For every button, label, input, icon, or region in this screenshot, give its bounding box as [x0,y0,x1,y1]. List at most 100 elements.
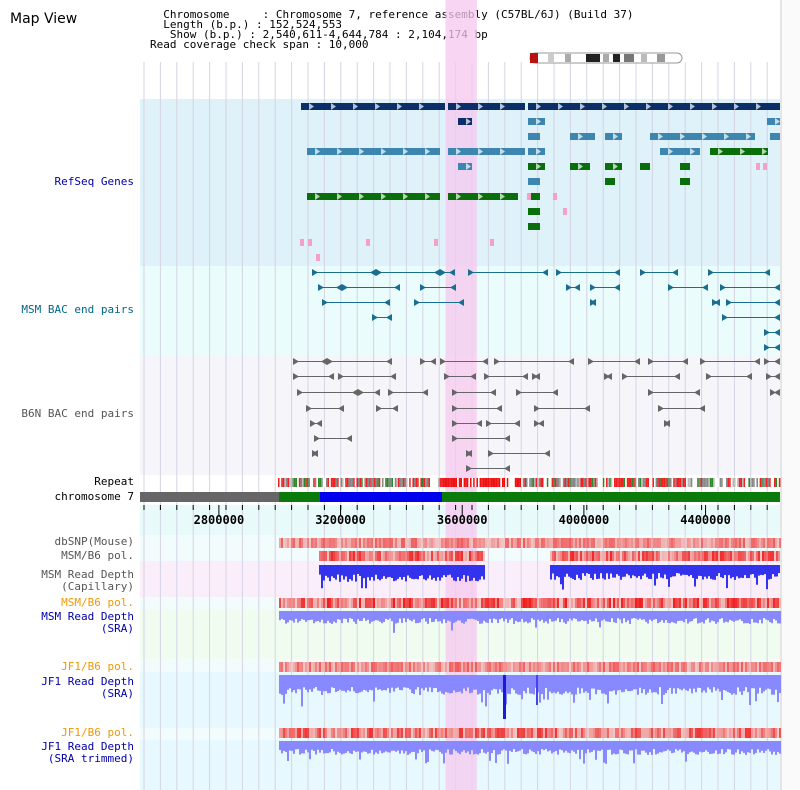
repeat-feature [743,478,746,487]
jf1-depth-sra-bar [745,675,747,688]
jf1-b6-pol-sra-strip [555,662,557,672]
dbsnp-strip [713,538,715,548]
repeat-feature [598,478,600,487]
label-dbsnp[interactable]: dbSNP(Mouse) [54,535,134,548]
msm-depth-cap-bar [624,565,626,577]
msm-depth-sra-bar [777,611,779,624]
repeat-feature [428,478,430,487]
dbsnp-strip [369,538,371,548]
jf1-depth-trim-bar [471,741,473,751]
msm-b6-pol-cap-strip [560,551,562,561]
msm-depth-sra-bar [375,611,377,621]
msm-depth-sra-bar [443,611,445,620]
gene-arrow [578,163,583,170]
msm-b6-pol-cap-strip [453,551,455,561]
jf1-depth-trim-bar [709,741,711,754]
msm-depth-sra-bar [751,611,753,619]
label-jf1-depth-sra[interactable]: JF1 Read Depth (SRA) [41,676,134,700]
msm-b6-pol-sra-strip [701,598,703,608]
jf1-b6-pol-trim-strip [497,728,499,738]
dbsnp-strip [731,538,733,548]
jf1-b6-pol-sra-strip [755,662,757,672]
msm-b6-pol-cap-strip [612,551,614,561]
jf1-b6-pol-trim-strip [279,728,281,738]
repeat-feature [374,478,376,487]
jf1-b6-pol-sra-strip [679,662,681,672]
msm-depth-sra-bar [669,611,671,624]
msm-depth-sra-bar [623,611,625,619]
msm-b6-pol-sra-strip [447,598,449,608]
msm-b6-pol-sra-strip [399,598,401,608]
msm-b6-pol-cap-strip [343,551,345,561]
jf1-depth-trim-bar [685,741,687,762]
msm-bac-pair-end [672,269,678,276]
jf1-depth-sra-bar [643,675,645,690]
b6n-bac-pair-end [452,435,458,442]
jf1-depth-sra-bar [339,675,341,690]
dbsnp-strip [669,538,671,548]
msm-b6-pol-sra-strip [409,598,411,608]
msm-depth-cap-bar [770,565,772,579]
label-msm-b6-pol-capillary[interactable]: MSM/B6 pol. [61,549,134,562]
repeat-feature [321,478,323,487]
dbsnp-strip [511,538,513,548]
msm-b6-pol-sra-strip [319,598,321,608]
label-msm-depth-capillary[interactable]: MSM Read Depth (Capillary) [41,569,134,593]
repeat-feature [418,478,421,487]
jf1-depth-sra-bar [385,675,387,691]
label-msm-depth-sra[interactable]: MSM Read Depth (SRA) [41,611,134,635]
msm-depth-sra-bar [343,611,345,619]
jf1-depth-sra-bar [619,675,621,690]
msm-depth-sra-bar [501,611,503,619]
msm-b6-pol-cap-strip [664,551,666,561]
dbsnp-strip [685,538,687,548]
jf1-b6-pol-sra-strip [453,662,455,672]
label-b6n-bac-end-pairs[interactable]: B6N BAC end pairs [21,407,134,420]
msm-depth-sra-bar [513,611,515,624]
jf1-b6-pol-sra-strip [283,662,285,672]
label-msm-b6-pol-sra[interactable]: MSM/B6 pol. [61,596,134,609]
dbsnp-strip [721,538,723,548]
jf1-depth-sra-bar [635,675,637,690]
repeat-feature [494,478,496,487]
jf1-b6-pol-sra-strip [293,662,295,672]
jf1-b6-pol-trim-strip [399,728,401,738]
dbsnp-strip [479,538,481,548]
msm-b6-pol-cap-strip [758,551,760,561]
label-msm-bac-end-pairs[interactable]: MSM BAC end pairs [21,303,134,316]
jf1-depth-sra-bar [721,675,723,701]
msm-b6-pol-sra-strip [577,598,579,608]
msm-depth-cap-bar [363,565,365,579]
msm-b6-pol-sra-strip [393,598,395,608]
msm-b6-pol-sra-strip [651,598,653,608]
label-jf1-b6-pol-sra[interactable]: JF1/B6 pol. [61,660,134,673]
repeat-feature [564,478,566,487]
jf1-b6-pol-trim-strip [307,728,309,738]
dbsnp-strip [553,538,555,548]
jf1-b6-pol-trim-strip [513,728,515,738]
jf1-depth-sra-bar [657,675,659,695]
jf1-b6-pol-sra-strip [509,662,511,672]
msm-depth-sra-bar [397,611,399,623]
msm-depth-sra-bar [539,611,541,622]
jf1-depth-sra-bar [691,675,693,694]
label-refseq-genes[interactable]: RefSeq Genes [54,175,134,188]
msm-depth-sra-bar [575,611,577,620]
msm-b6-pol-cap-strip [327,551,329,561]
repeat-feature [495,478,498,487]
ideogram-band [657,54,665,62]
msm-depth-sra-bar [455,611,457,622]
msm-depth-cap-bar [636,565,638,578]
jf1-depth-sra-bar [361,675,363,692]
msm-depth-cap-bar [708,565,710,577]
label-jf1-depth-trim[interactable]: JF1 Read Depth (SRA trimmed) [41,741,134,765]
repeat-feature [292,478,294,487]
msm-depth-sra-bar [409,611,411,621]
repeat-feature [401,478,403,487]
b6n-bac-pair-end [664,420,670,427]
jf1-depth-sra-bar [587,675,589,693]
dbsnp-strip [325,538,327,548]
label-jf1-b6-pol-trim[interactable]: JF1/B6 pol. [61,726,134,739]
msm-depth-sra-bar [413,611,415,620]
